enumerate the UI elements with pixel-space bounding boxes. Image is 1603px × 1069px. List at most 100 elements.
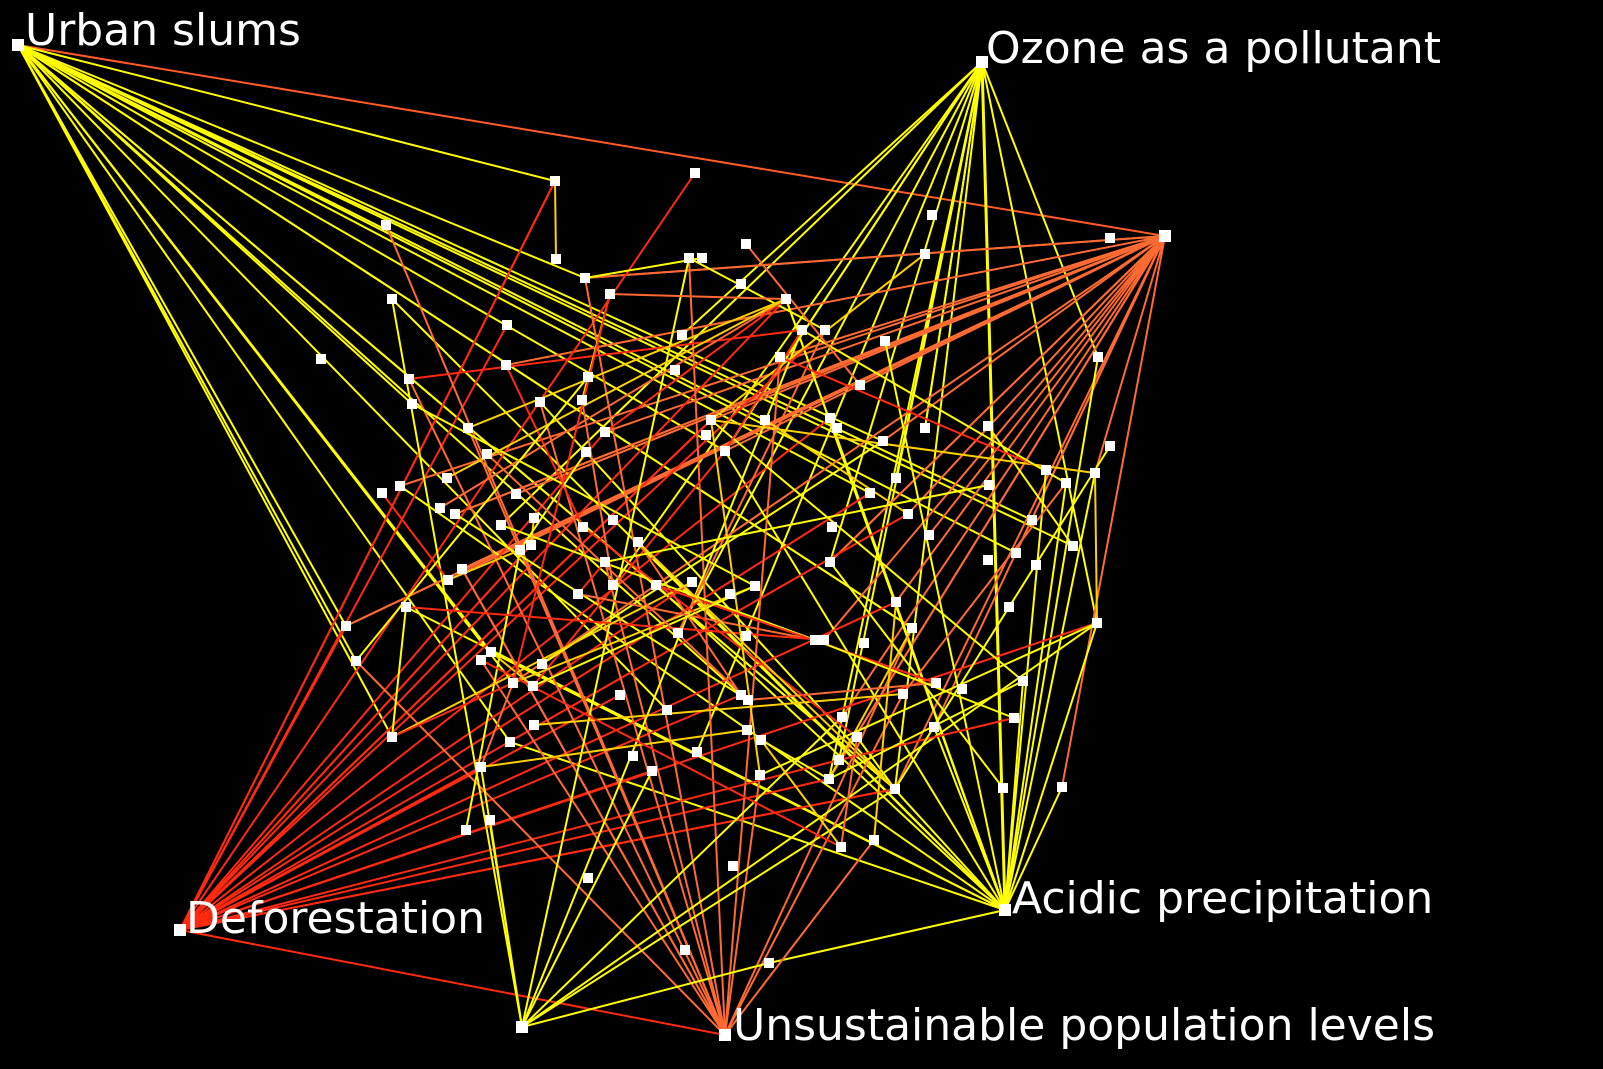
node [633,537,643,547]
edge [604,298,787,433]
node [1057,782,1067,792]
node [820,325,830,335]
node [720,446,730,456]
node [750,581,760,591]
node [1004,602,1014,612]
node [450,509,460,519]
node [608,515,618,525]
node [351,656,361,666]
node [852,732,862,742]
edge [489,819,523,1028]
edge [840,736,858,848]
node [869,835,879,845]
node [903,509,913,519]
node [401,602,411,612]
hub-node [976,56,988,68]
edge [179,419,712,931]
edge [612,61,983,586]
edge [17,44,347,627]
node [819,635,829,645]
node [605,289,615,299]
edge [677,329,826,634]
node [832,423,842,433]
node [551,254,561,264]
edge [1004,469,1047,911]
edges [17,44,1166,1036]
edge [179,544,532,931]
edge [681,61,983,336]
node [1090,468,1100,478]
edge [541,440,884,665]
node [505,737,515,747]
node [580,273,590,283]
node [741,631,751,641]
edge [928,235,1166,536]
node [998,783,1008,793]
edge [179,929,726,1036]
edge [17,44,668,711]
node [377,488,387,498]
node [1093,352,1103,362]
node [680,945,690,955]
edge [688,257,826,331]
edge [745,243,861,386]
edge [655,584,1006,911]
node [583,372,593,382]
node [736,279,746,289]
node [1105,441,1115,451]
node [476,655,486,665]
edge [521,716,843,1028]
edge [17,44,556,182]
edge [724,774,761,1036]
edge [828,680,1024,780]
edge [512,235,1166,684]
node-label: Unsustainable population levels [733,1000,1435,1051]
edge [512,585,756,684]
hub-node [719,1029,731,1041]
edge [17,44,1017,554]
node [880,336,890,346]
edge [480,729,748,768]
edge [408,329,803,380]
node [957,684,967,694]
node [1009,713,1019,723]
edge [446,298,787,479]
node [697,253,707,263]
node [1018,676,1028,686]
node [404,374,414,384]
node [931,678,941,688]
node [692,747,702,757]
node [651,580,661,590]
node [760,415,770,425]
edge [505,235,1166,366]
node [528,681,538,691]
edge [480,659,842,848]
edge [179,694,742,931]
hub-node [174,924,186,936]
edge [179,778,830,931]
edge [882,235,1166,442]
node [684,253,694,263]
node [502,320,512,330]
edge [581,399,614,586]
edge [688,257,726,1036]
node [924,530,934,540]
node [898,689,908,699]
edge [454,513,749,701]
edge [841,235,1166,718]
node [983,555,993,565]
node [1011,548,1021,558]
node [824,774,834,784]
node [983,421,993,431]
edge [724,329,803,452]
edge [17,44,492,653]
node [736,690,746,700]
edge [747,682,937,701]
edge [465,549,521,831]
node [878,436,888,446]
edge [381,492,449,581]
node [511,489,521,499]
edge [1061,235,1166,788]
